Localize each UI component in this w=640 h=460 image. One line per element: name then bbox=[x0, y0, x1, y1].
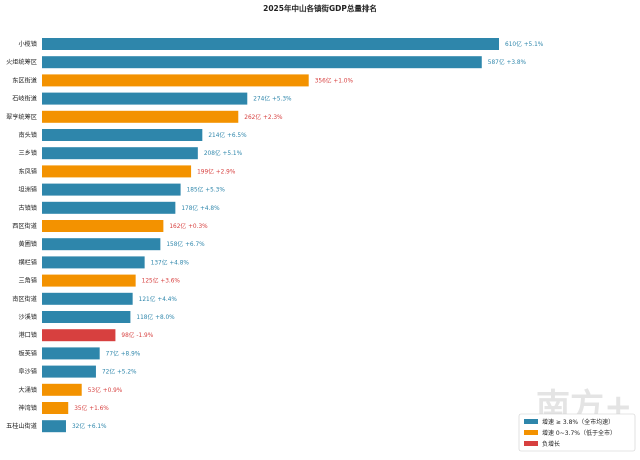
bar bbox=[42, 92, 248, 105]
category-label: 神湾镇 bbox=[18, 404, 37, 412]
value-label: 178亿 +4.8% bbox=[181, 204, 220, 212]
category-label: 东凤镇 bbox=[18, 167, 37, 175]
category-labels-group: 小榄镇火炬统筹区东区街道石岐街道翠亨统筹区南头镇三乡镇东凤镇坦洲镇古镇镇西区街道… bbox=[6, 40, 37, 430]
value-label: 262亿 +2.3% bbox=[244, 113, 283, 121]
bar bbox=[42, 329, 116, 342]
category-label: 大涌镇 bbox=[18, 386, 37, 394]
bar bbox=[42, 183, 181, 196]
value-label: 587亿 +3.8% bbox=[488, 58, 527, 66]
bars-group bbox=[42, 38, 499, 433]
value-labels-group: 610亿 +5.1% 587亿 +3.8% 356亿 +1.0% 274亿 +5.3%… bbox=[72, 40, 544, 430]
legend-label-high: 增速 ≥ 3.8%（全市均速） bbox=[542, 418, 614, 426]
category-label: 三乡镇 bbox=[18, 149, 37, 157]
bar bbox=[42, 147, 198, 160]
legend-swatch-high bbox=[524, 419, 538, 424]
category-label: 火炬统筹区 bbox=[6, 58, 37, 66]
legend-label-neg: 负增长 bbox=[542, 440, 560, 448]
value-label: 214亿 +6.5% bbox=[208, 131, 247, 139]
bar bbox=[42, 274, 136, 287]
bar bbox=[42, 256, 145, 269]
bar bbox=[42, 220, 164, 232]
bar bbox=[42, 165, 192, 178]
value-label: 35亿 +1.6% bbox=[74, 404, 109, 412]
bar bbox=[42, 347, 100, 360]
category-label: 三角镇 bbox=[18, 277, 37, 285]
category-label: 沙溪镇 bbox=[18, 313, 37, 321]
value-label: 98亿 -1.9% bbox=[121, 331, 153, 339]
value-label: 118亿 +8.0% bbox=[136, 313, 175, 321]
bar bbox=[42, 110, 239, 123]
legend-label-mid: 增速 0~3.7%（低于全市） bbox=[542, 429, 616, 437]
legend: 增速 ≥ 3.8%（全市均速） 增速 0~3.7%（低于全市） 负增长 bbox=[518, 413, 636, 452]
legend-swatch-neg bbox=[524, 441, 538, 446]
value-label: 121亿 +4.4% bbox=[139, 295, 178, 303]
value-label: 356亿 +1.0% bbox=[315, 76, 354, 84]
value-label: 185亿 +5.3% bbox=[187, 186, 226, 194]
value-label: 77亿 +8.9% bbox=[106, 349, 141, 357]
value-label: 158亿 +6.7% bbox=[166, 240, 205, 248]
category-label: 坦洲镇 bbox=[18, 186, 37, 194]
bar bbox=[42, 402, 69, 414]
bar bbox=[42, 238, 161, 251]
bar bbox=[42, 292, 133, 305]
category-label: 五桂山街道 bbox=[6, 422, 37, 430]
category-label: 港口镇 bbox=[18, 331, 37, 339]
value-label: 72亿 +5.2% bbox=[102, 368, 137, 376]
category-label: 横栏镇 bbox=[18, 258, 37, 266]
category-label: 阜沙镇 bbox=[18, 368, 37, 376]
bar bbox=[42, 74, 309, 87]
category-label: 古镇镇 bbox=[18, 204, 37, 212]
category-label: 西区街道 bbox=[12, 222, 37, 230]
category-label: 东区街道 bbox=[12, 76, 37, 84]
bar bbox=[42, 311, 131, 323]
category-label: 翠亨统筹区 bbox=[6, 113, 37, 121]
bar bbox=[42, 365, 96, 378]
category-label: 南区街道 bbox=[12, 295, 37, 303]
value-label: 274亿 +5.3% bbox=[253, 95, 292, 103]
value-label: 610亿 +5.1% bbox=[505, 40, 544, 48]
bar bbox=[42, 56, 482, 69]
category-label: 石岐街道 bbox=[12, 95, 37, 103]
value-label: 199亿 +2.9% bbox=[197, 167, 236, 175]
value-label: 208亿 +5.1% bbox=[204, 149, 243, 157]
legend-swatch-mid bbox=[524, 430, 538, 435]
category-label: 板芙镇 bbox=[18, 349, 37, 357]
legend-background bbox=[518, 413, 636, 452]
bar bbox=[42, 38, 499, 50]
category-label: 小榄镇 bbox=[18, 40, 37, 48]
value-label: 162亿 +0.3% bbox=[169, 222, 208, 230]
bar bbox=[42, 201, 176, 214]
value-label: 125亿 +3.6% bbox=[142, 277, 181, 285]
value-label: 53亿 +0.9% bbox=[88, 386, 123, 394]
value-label: 137亿 +4.8% bbox=[151, 258, 190, 266]
bar bbox=[42, 383, 82, 396]
bar bbox=[42, 420, 66, 433]
value-label: 32亿 +6.1% bbox=[72, 422, 107, 430]
category-label: 南头镇 bbox=[18, 131, 37, 139]
category-label: 黄圃镇 bbox=[18, 240, 37, 248]
bar bbox=[42, 129, 203, 141]
chart-title: 2025年中山各镇街GDP总量排名 bbox=[263, 3, 377, 13]
